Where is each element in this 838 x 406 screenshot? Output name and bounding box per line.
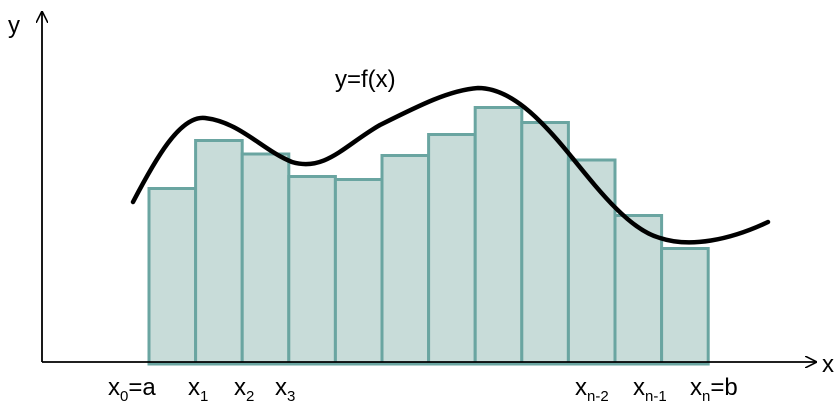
- label-x3: x3: [275, 374, 295, 405]
- label-x1: x1: [188, 374, 208, 405]
- curve-label: y=f(x): [335, 66, 396, 93]
- riemann-rectangle: [147, 187, 198, 366]
- riemann-rectangle: [566, 158, 617, 366]
- riemann-rectangle: [333, 178, 384, 366]
- label-x2: x2: [234, 374, 254, 405]
- label-xn-1: xn-1: [633, 374, 667, 405]
- riemann-rectangle: [287, 175, 337, 366]
- riemann-rectangle: [520, 121, 570, 366]
- riemann-rectangle: [660, 247, 710, 366]
- riemann-rectangle: [380, 154, 431, 366]
- riemann-rectangles: [147, 106, 710, 366]
- function-curve: [130, 85, 771, 245]
- riemann-rectangle: [194, 139, 244, 366]
- label-xn-2: xn-2: [575, 374, 609, 405]
- riemann-rectangle: [427, 133, 477, 366]
- label-xn: xn=b: [690, 374, 738, 405]
- x-axis-label: x: [822, 351, 834, 378]
- y-axis-label: y: [8, 12, 20, 39]
- riemann-rectangle: [613, 214, 664, 366]
- riemann-rectangle: [473, 106, 524, 366]
- riemann-rectangle: [240, 152, 291, 366]
- label-x0: x0=a: [108, 374, 156, 405]
